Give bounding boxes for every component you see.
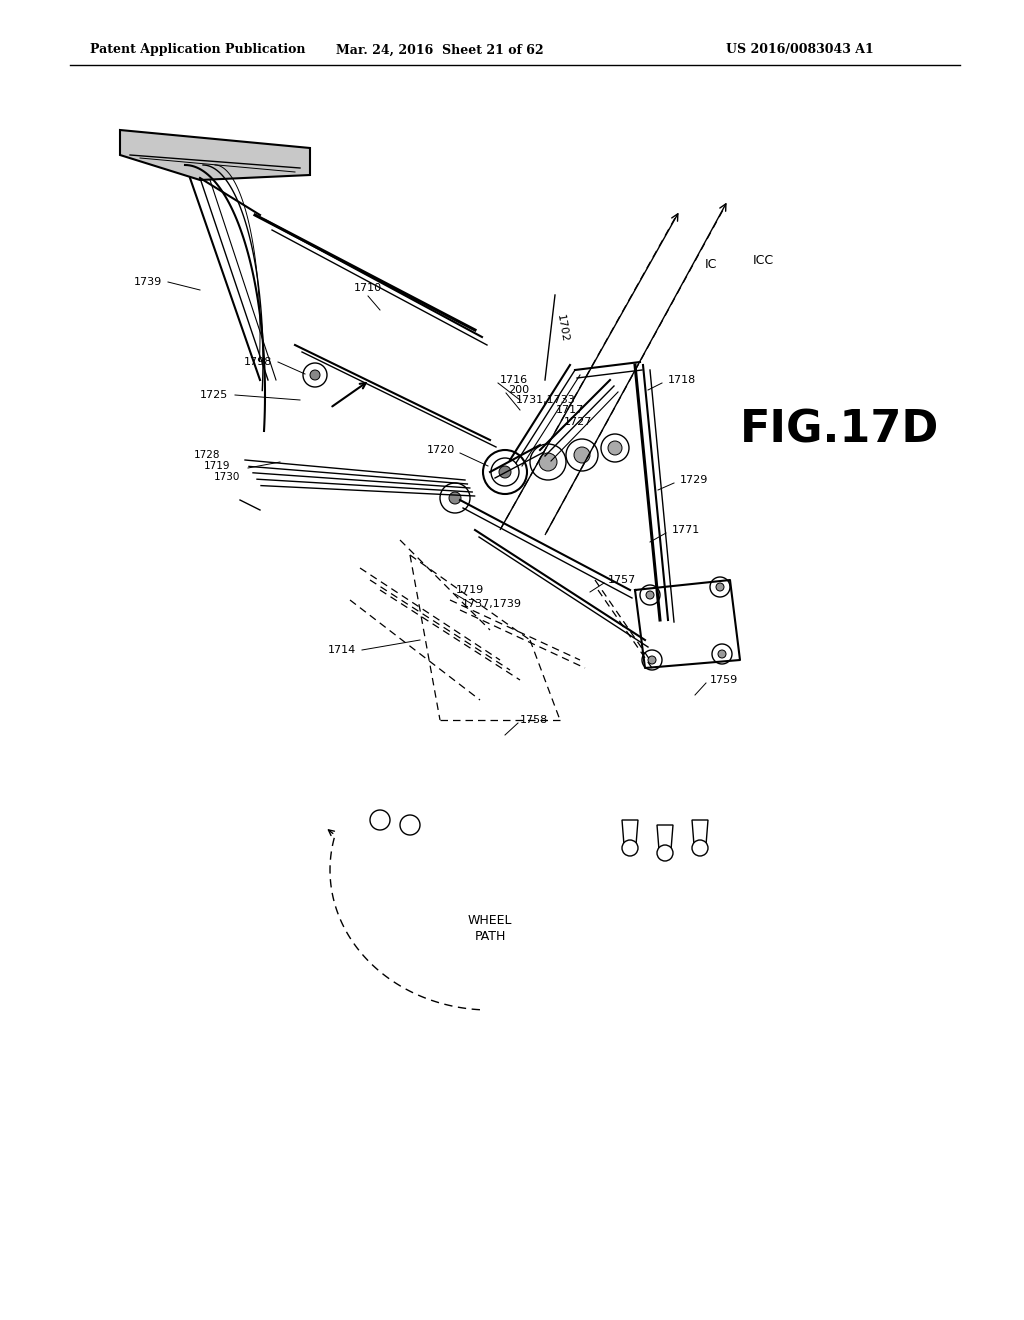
Text: 1718: 1718 [668, 375, 696, 385]
Circle shape [657, 845, 673, 861]
Text: IC: IC [705, 259, 718, 272]
Text: 1710: 1710 [354, 282, 382, 293]
Circle shape [449, 492, 461, 504]
Circle shape [716, 583, 724, 591]
Circle shape [370, 810, 390, 830]
Text: Mar. 24, 2016  Sheet 21 of 62: Mar. 24, 2016 Sheet 21 of 62 [336, 44, 544, 57]
Text: 200: 200 [508, 385, 529, 395]
Circle shape [718, 649, 726, 657]
Text: 1771: 1771 [672, 525, 700, 535]
Text: 1719: 1719 [456, 585, 484, 595]
Text: 1759: 1759 [710, 675, 738, 685]
Polygon shape [120, 129, 310, 180]
Text: 1729: 1729 [680, 475, 709, 484]
Circle shape [574, 447, 590, 463]
Circle shape [646, 591, 654, 599]
Circle shape [566, 440, 598, 471]
Text: 1717: 1717 [556, 405, 585, 414]
Text: 1714: 1714 [328, 645, 356, 655]
Text: 1728: 1728 [194, 450, 220, 459]
Text: 1737,1739: 1737,1739 [462, 599, 522, 609]
Circle shape [539, 453, 557, 471]
Circle shape [483, 450, 527, 494]
Text: 1798: 1798 [244, 356, 272, 367]
Circle shape [440, 483, 470, 513]
Circle shape [648, 656, 656, 664]
Circle shape [310, 370, 319, 380]
Circle shape [642, 649, 662, 671]
Circle shape [622, 840, 638, 855]
Text: 1719: 1719 [204, 461, 230, 471]
Text: 1720: 1720 [427, 445, 455, 455]
Text: 1739: 1739 [134, 277, 162, 286]
Text: 1702: 1702 [555, 313, 569, 343]
Circle shape [499, 466, 511, 478]
Circle shape [530, 444, 566, 480]
Text: 1758: 1758 [520, 715, 548, 725]
Text: ICC: ICC [753, 253, 774, 267]
Text: FIG.17D: FIG.17D [740, 408, 940, 451]
Circle shape [692, 840, 708, 855]
Polygon shape [622, 820, 638, 845]
Circle shape [601, 434, 629, 462]
Text: Patent Application Publication: Patent Application Publication [90, 44, 305, 57]
Polygon shape [657, 825, 673, 850]
Circle shape [400, 814, 420, 836]
Text: 1731,1733: 1731,1733 [516, 395, 575, 405]
Circle shape [490, 458, 519, 486]
Circle shape [608, 441, 622, 455]
Polygon shape [692, 820, 708, 845]
Text: US 2016/0083043 A1: US 2016/0083043 A1 [726, 44, 873, 57]
Text: PATH: PATH [474, 929, 506, 942]
Text: 1730: 1730 [214, 473, 240, 482]
Text: 1727: 1727 [564, 417, 592, 426]
Text: 1725: 1725 [200, 389, 228, 400]
Text: WHEEL: WHEEL [468, 913, 512, 927]
Text: 1716: 1716 [500, 375, 528, 385]
Circle shape [640, 585, 660, 605]
Circle shape [712, 644, 732, 664]
Circle shape [710, 577, 730, 597]
Text: 1757: 1757 [608, 576, 636, 585]
Circle shape [303, 363, 327, 387]
